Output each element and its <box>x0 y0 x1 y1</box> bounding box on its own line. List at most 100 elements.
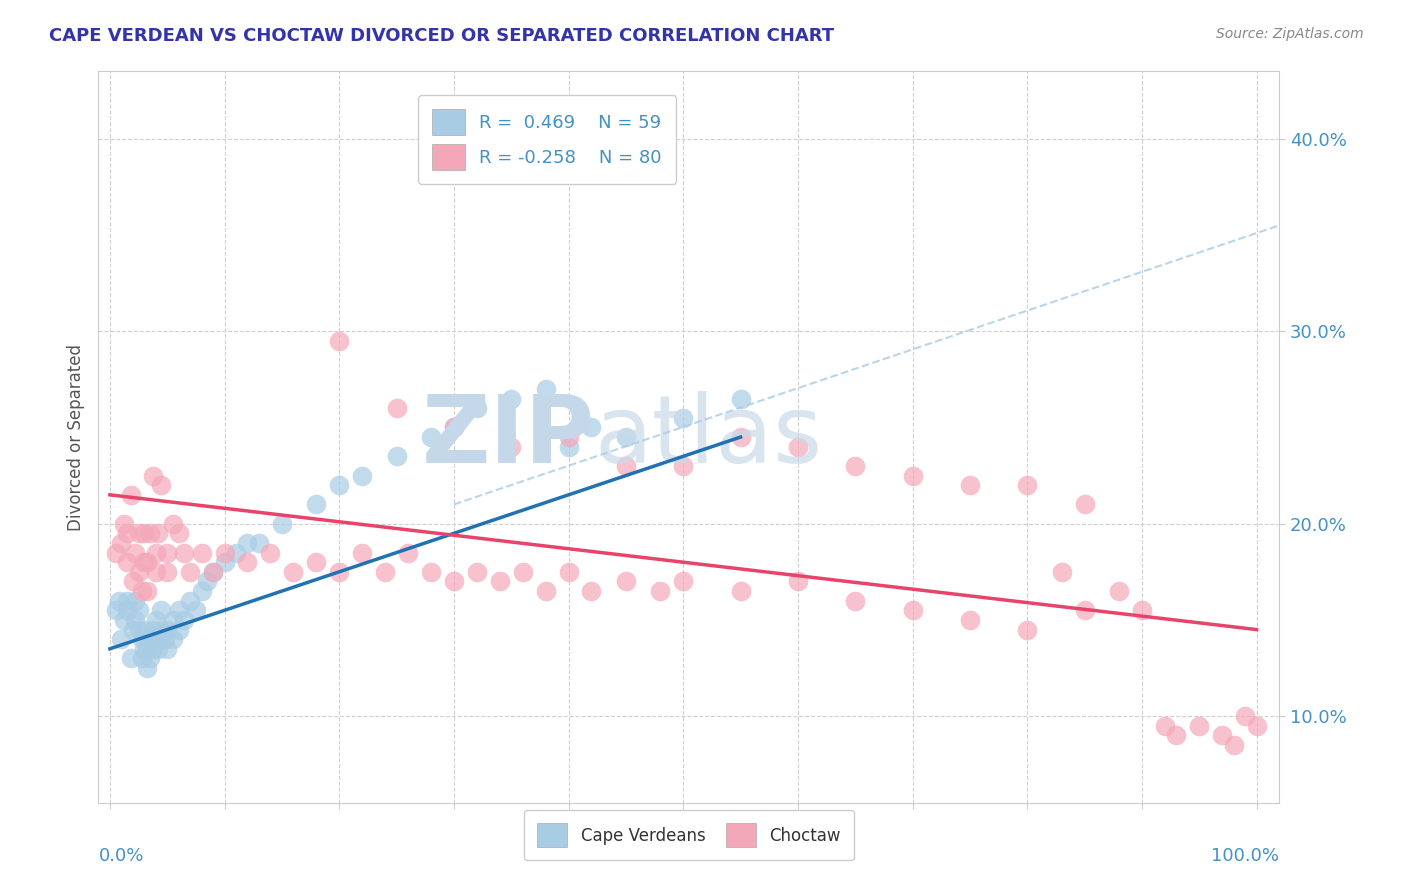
Point <box>672 410 695 425</box>
Point <box>786 440 808 454</box>
Point <box>173 545 195 559</box>
Point <box>557 440 579 454</box>
Point <box>156 623 179 637</box>
Point <box>135 661 157 675</box>
Point <box>959 613 981 627</box>
Point <box>131 651 153 665</box>
Point <box>581 420 603 434</box>
Point <box>128 565 150 579</box>
Point <box>142 623 165 637</box>
Point <box>167 623 190 637</box>
Point <box>1234 709 1257 723</box>
Point <box>153 632 176 647</box>
Point <box>1211 728 1233 742</box>
Text: CAPE VERDEAN VS CHOCTAW DIVORCED OR SEPARATED CORRELATION CHART: CAPE VERDEAN VS CHOCTAW DIVORCED OR SEPA… <box>49 27 834 45</box>
Point <box>104 603 127 617</box>
Point <box>1073 498 1095 512</box>
Text: atlas: atlas <box>595 391 823 483</box>
Point <box>557 565 579 579</box>
Point <box>135 641 157 656</box>
Point <box>121 574 143 589</box>
Point <box>145 613 167 627</box>
Point <box>581 584 603 599</box>
Point <box>121 623 143 637</box>
Point <box>112 613 135 627</box>
Point <box>225 545 247 559</box>
Point <box>385 401 408 416</box>
Point <box>190 545 212 559</box>
Point <box>115 555 138 569</box>
Point <box>614 430 637 444</box>
Legend: Cape Verdeans, Choctaw: Cape Verdeans, Choctaw <box>524 810 853 860</box>
Point <box>557 430 579 444</box>
Point <box>139 651 162 665</box>
Point <box>104 545 127 559</box>
Point <box>162 516 184 531</box>
Point <box>150 478 173 492</box>
Point <box>202 565 225 579</box>
Point <box>124 613 146 627</box>
Point <box>156 565 179 579</box>
Point <box>145 565 167 579</box>
Point <box>128 623 150 637</box>
Point <box>134 641 156 656</box>
Point <box>135 584 157 599</box>
Point <box>305 555 328 569</box>
Point <box>374 565 396 579</box>
Point <box>420 430 443 444</box>
Point <box>1130 603 1153 617</box>
Point <box>901 468 924 483</box>
Point <box>730 430 752 444</box>
Point <box>145 545 167 559</box>
Text: 100.0%: 100.0% <box>1212 847 1279 864</box>
Point <box>1222 738 1244 752</box>
Point <box>465 401 488 416</box>
Point <box>115 526 138 541</box>
Point <box>352 545 374 559</box>
Point <box>145 632 167 647</box>
Point <box>443 420 465 434</box>
Point <box>150 603 173 617</box>
Point <box>730 392 752 406</box>
Point <box>110 632 132 647</box>
Point <box>131 584 153 599</box>
Point <box>534 382 557 396</box>
Text: ZIP: ZIP <box>422 391 595 483</box>
Point <box>328 565 350 579</box>
Text: 0.0%: 0.0% <box>98 847 143 864</box>
Point <box>134 555 156 569</box>
Point <box>385 450 408 464</box>
Point <box>672 574 695 589</box>
Point <box>150 623 173 637</box>
Y-axis label: Divorced or Separated: Divorced or Separated <box>66 343 84 531</box>
Point <box>146 526 169 541</box>
Point <box>259 545 281 559</box>
Point <box>270 516 292 531</box>
Point <box>120 651 142 665</box>
Point <box>134 526 156 541</box>
Point <box>247 536 270 550</box>
Point <box>146 641 169 656</box>
Point <box>142 468 165 483</box>
Point <box>115 593 138 607</box>
Point <box>156 641 179 656</box>
Point <box>195 574 218 589</box>
Point <box>501 392 523 406</box>
Point <box>283 565 305 579</box>
Point <box>179 593 201 607</box>
Point <box>1108 584 1130 599</box>
Point <box>672 458 695 473</box>
Point <box>190 584 212 599</box>
Point <box>173 613 195 627</box>
Point <box>202 565 225 579</box>
Point <box>614 458 637 473</box>
Point <box>128 526 150 541</box>
Point <box>786 574 808 589</box>
Point <box>135 555 157 569</box>
Point <box>120 488 142 502</box>
Point <box>236 555 259 569</box>
Point <box>1050 565 1073 579</box>
Point <box>167 526 190 541</box>
Point <box>730 584 752 599</box>
Point <box>184 603 207 617</box>
